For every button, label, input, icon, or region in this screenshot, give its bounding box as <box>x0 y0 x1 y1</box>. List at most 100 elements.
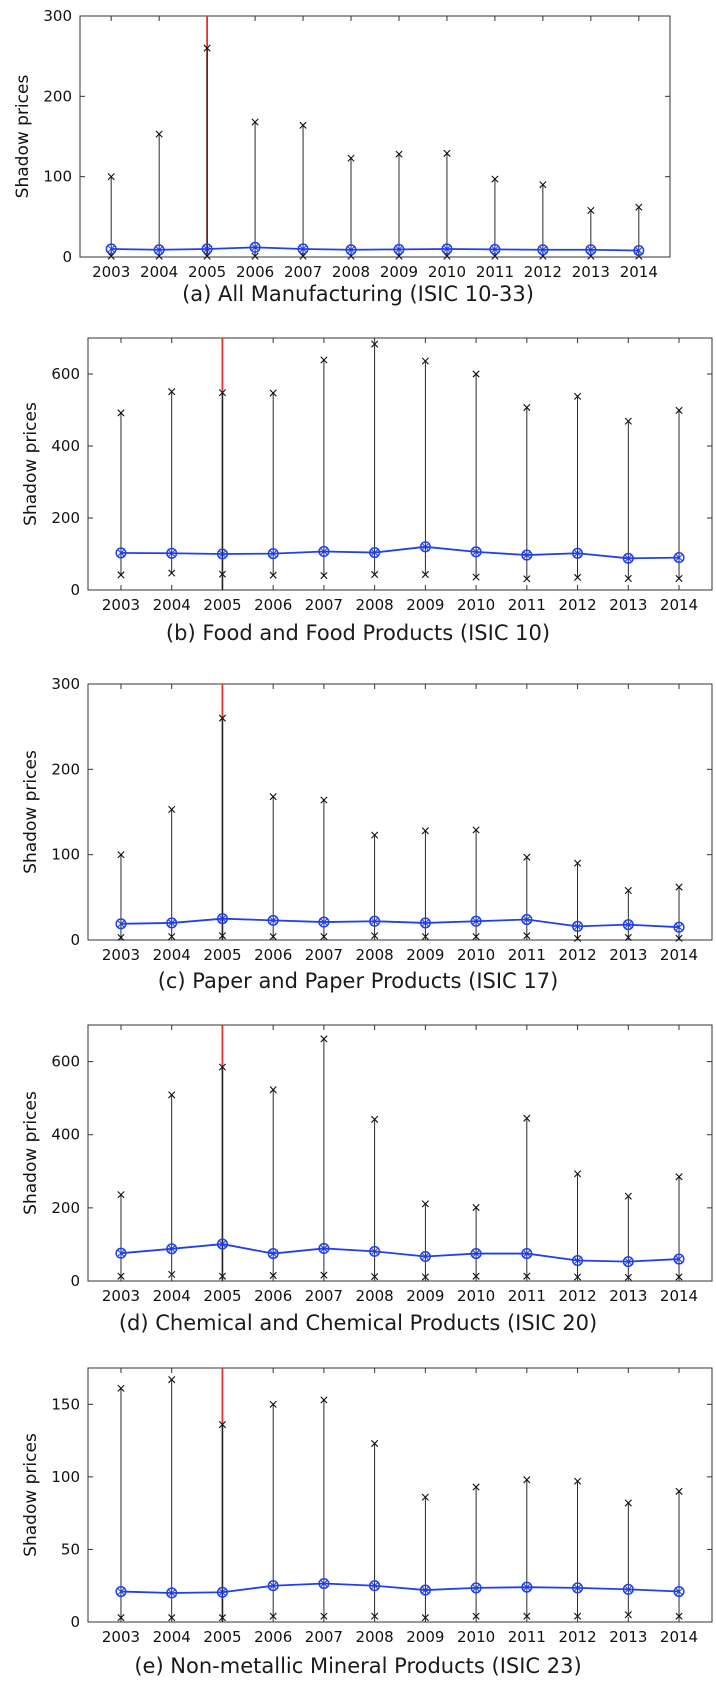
max-marker <box>624 417 632 425</box>
max-marker <box>523 403 531 412</box>
min-marker <box>269 571 277 579</box>
max-marker <box>472 370 480 378</box>
x-tick-label: 2004 <box>153 946 191 964</box>
mean-point <box>216 1586 228 1598</box>
max-marker <box>117 409 125 417</box>
x-tick-label: 2012 <box>558 1287 596 1305</box>
min-marker <box>168 569 176 577</box>
y-tick-label: 200 <box>51 509 80 527</box>
min-marker <box>371 1273 379 1281</box>
min-marker <box>269 1271 277 1280</box>
max-marker <box>155 130 163 138</box>
min-marker <box>251 252 259 260</box>
mean-point <box>267 1248 279 1260</box>
max-marker <box>218 1421 227 1429</box>
max-marker <box>523 1476 531 1484</box>
x-tick-label: 2010 <box>457 1628 495 1646</box>
max-marker <box>675 406 683 414</box>
plot-frame <box>87 1024 713 1282</box>
min-marker <box>371 570 379 579</box>
y-axis-label: Shadow prices <box>13 75 33 199</box>
min-marker <box>523 1272 531 1280</box>
chart-caption: (d) Chemical and Chemical Products (ISIC… <box>118 1311 598 1335</box>
x-tick-label: 2013 <box>609 1628 647 1646</box>
mean-point <box>105 243 117 255</box>
x-tick-label: 2008 <box>356 946 394 964</box>
min-marker <box>218 1272 227 1280</box>
max-marker <box>421 827 429 835</box>
x-tick-label: 2014 <box>660 946 698 964</box>
min-marker <box>624 1273 632 1281</box>
min-marker <box>523 575 531 583</box>
x-tick-label: 2005 <box>203 596 241 614</box>
min-marker <box>117 571 125 579</box>
max-marker <box>675 1487 683 1495</box>
mean-point <box>369 1245 381 1257</box>
y-tick-label: 0 <box>70 581 80 599</box>
x-tick-label: 2007 <box>305 946 343 964</box>
mean-point <box>572 1254 584 1267</box>
x-tick-label: 2014 <box>660 1287 698 1305</box>
x-tick-label: 2003 <box>102 946 140 964</box>
min-marker <box>168 1270 176 1279</box>
x-tick-label: 2012 <box>558 596 596 614</box>
x-tick-label: 2006 <box>254 1628 292 1646</box>
min-marker <box>320 1612 328 1620</box>
max-marker <box>573 1477 582 1485</box>
mean-point <box>216 1238 228 1250</box>
min-marker <box>320 1271 328 1279</box>
x-tick-label: 2004 <box>153 596 191 614</box>
mean-point <box>572 1582 584 1594</box>
mean-point <box>521 549 533 561</box>
x-tick-label: 2007 <box>305 1287 343 1305</box>
max-marker <box>421 1200 429 1208</box>
x-tick-label: 2006 <box>254 1287 292 1305</box>
max-marker <box>675 1173 683 1181</box>
min-marker <box>168 1614 176 1622</box>
min-marker <box>573 573 582 581</box>
min-marker <box>472 1272 480 1280</box>
y-tick-label: 600 <box>51 365 80 383</box>
max-marker <box>573 859 582 867</box>
min-marker <box>371 932 379 940</box>
y-tick-label: 300 <box>43 7 72 25</box>
max-marker <box>539 181 547 189</box>
mean-point <box>470 546 482 558</box>
y-axis-label: Shadow prices <box>21 750 41 874</box>
x-tick-label: 2009 <box>406 1287 444 1305</box>
max-marker <box>107 173 115 181</box>
x-tick-label: 2003 <box>92 263 130 281</box>
mean-point <box>318 916 330 928</box>
mean-point <box>369 547 381 559</box>
mean-point <box>267 1580 279 1592</box>
y-tick-label: 200 <box>51 760 80 778</box>
x-tick-label: 2013 <box>609 946 647 964</box>
mean-point <box>673 1253 685 1265</box>
mean-point <box>673 1585 685 1598</box>
max-marker <box>675 883 683 891</box>
x-tick-label: 2011 <box>508 1628 546 1646</box>
max-marker <box>117 851 125 859</box>
max-marker <box>624 1192 632 1200</box>
max-marker <box>269 1400 277 1408</box>
y-tick-label: 400 <box>51 1126 80 1144</box>
mean-point <box>537 244 549 256</box>
x-tick-label: 2010 <box>428 263 466 281</box>
x-tick-label: 2005 <box>203 1287 241 1305</box>
min-marker <box>523 1612 531 1620</box>
max-marker <box>421 357 429 365</box>
max-marker <box>320 1035 328 1043</box>
min-marker <box>269 932 277 941</box>
min-marker <box>675 574 683 583</box>
x-tick-label: 2012 <box>558 946 596 964</box>
x-tick-label: 2011 <box>476 263 514 281</box>
max-marker <box>472 1483 480 1491</box>
y-tick-label: 100 <box>43 168 72 186</box>
x-tick-label: 2011 <box>508 1287 546 1305</box>
max-marker <box>320 1396 328 1404</box>
x-tick-label: 2009 <box>406 946 444 964</box>
y-tick-label: 100 <box>51 846 80 864</box>
mean-point <box>166 547 178 559</box>
min-marker <box>421 1614 429 1622</box>
